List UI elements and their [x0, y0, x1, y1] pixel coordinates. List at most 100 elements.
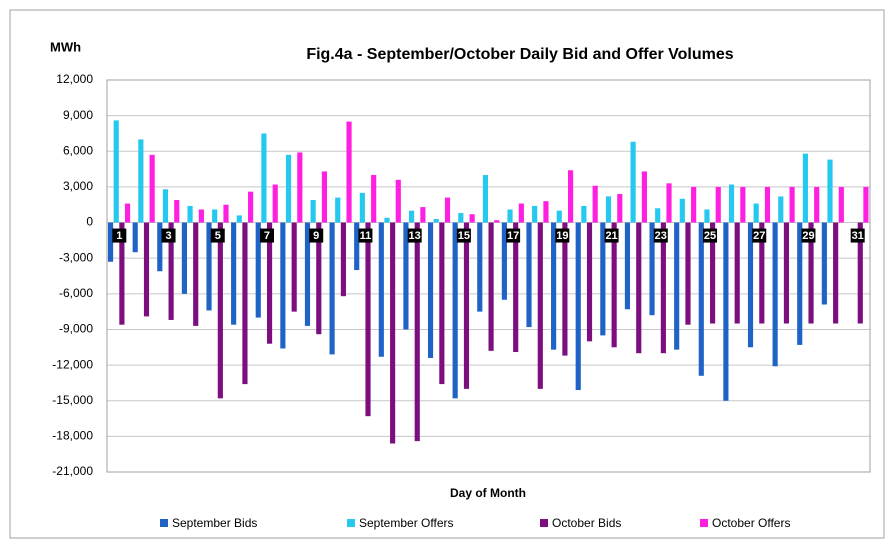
bar: [266, 222, 273, 344]
bar: [329, 222, 335, 355]
bar: [384, 217, 390, 223]
bar: [821, 222, 827, 305]
category-box: [210, 228, 225, 243]
bar: [390, 222, 396, 444]
category-box: [653, 228, 668, 243]
bar: [734, 222, 740, 324]
bar: [168, 222, 174, 320]
bar: [433, 218, 439, 223]
bar: [124, 203, 131, 223]
bar: [223, 204, 229, 223]
bar: [715, 186, 721, 223]
x-axis-label: Day of Month: [450, 486, 526, 500]
category-box: [161, 228, 176, 243]
bar: [378, 222, 384, 357]
bar: [833, 222, 839, 324]
bar: [586, 222, 593, 342]
legend-swatch: [160, 519, 168, 527]
bar: [162, 189, 169, 223]
bar: [641, 171, 647, 223]
bar: [439, 222, 445, 385]
x-tick-label: 29: [802, 230, 814, 242]
category-box: [506, 228, 521, 243]
bar: [414, 222, 420, 442]
bar: [174, 199, 180, 223]
bar: [827, 159, 833, 223]
legend-swatch: [540, 519, 548, 527]
x-tick-label: 25: [704, 230, 716, 242]
bar: [704, 209, 710, 223]
bar: [477, 222, 483, 312]
bar: [143, 222, 150, 317]
bar: [636, 222, 642, 354]
bar: [698, 222, 704, 376]
x-tick-label: 15: [458, 230, 470, 242]
y-tick-label: -18,000: [52, 429, 93, 443]
bar: [359, 192, 365, 223]
bar: [488, 222, 494, 351]
x-tick-label: 7: [264, 230, 270, 242]
bar: [723, 222, 729, 401]
bar: [567, 170, 574, 223]
bar: [789, 186, 795, 223]
bar: [242, 222, 248, 385]
bar: [649, 222, 655, 316]
x-tick-label: 23: [655, 230, 667, 242]
bar: [304, 222, 311, 326]
bar: [543, 201, 549, 223]
x-tick-label: 9: [313, 230, 319, 242]
bar: [371, 175, 377, 223]
bar: [605, 196, 612, 223]
bar: [255, 222, 261, 318]
bar: [685, 222, 691, 325]
legend-label: September Bids: [172, 516, 257, 530]
bar: [537, 222, 543, 389]
bar: [494, 220, 500, 223]
y-tick-label: -9,000: [59, 322, 93, 336]
bar: [310, 199, 316, 223]
bar: [753, 203, 759, 223]
bar: [340, 222, 346, 297]
bar: [212, 209, 218, 223]
y-tick-label: 3,000: [63, 179, 93, 193]
bar: [556, 210, 562, 223]
y-tick-label: -12,000: [52, 357, 93, 371]
bar: [778, 196, 784, 223]
legend-label: October Bids: [552, 516, 621, 530]
bar: [764, 186, 771, 223]
bar: [321, 171, 328, 223]
x-tick-label: 31: [852, 230, 864, 242]
bar: [802, 153, 808, 223]
bar: [181, 222, 187, 294]
bar: [236, 215, 242, 223]
bar: [132, 222, 138, 253]
bar: [452, 222, 458, 399]
bar: [611, 222, 617, 348]
bar: [691, 186, 697, 223]
bar: [206, 222, 212, 311]
bar: [501, 222, 507, 300]
legend-label: October Offers: [712, 516, 790, 530]
bar: [297, 152, 303, 223]
bar: [674, 222, 680, 350]
bar: [808, 222, 814, 324]
bar: [409, 210, 415, 223]
bar: [157, 222, 163, 272]
category-box: [358, 228, 373, 243]
bar: [469, 214, 475, 223]
bar: [285, 154, 292, 223]
bar: [113, 120, 119, 223]
bar: [592, 185, 598, 223]
bar: [624, 222, 631, 310]
legend-swatch: [347, 519, 355, 527]
bar: [772, 222, 778, 367]
bar: [138, 139, 144, 223]
bar: [562, 222, 568, 356]
category-box: [456, 228, 471, 243]
bar: [507, 209, 513, 223]
category-box: [112, 228, 127, 243]
bar: [797, 222, 803, 345]
y-tick-label: -3,000: [59, 250, 93, 264]
bar: [365, 222, 371, 417]
